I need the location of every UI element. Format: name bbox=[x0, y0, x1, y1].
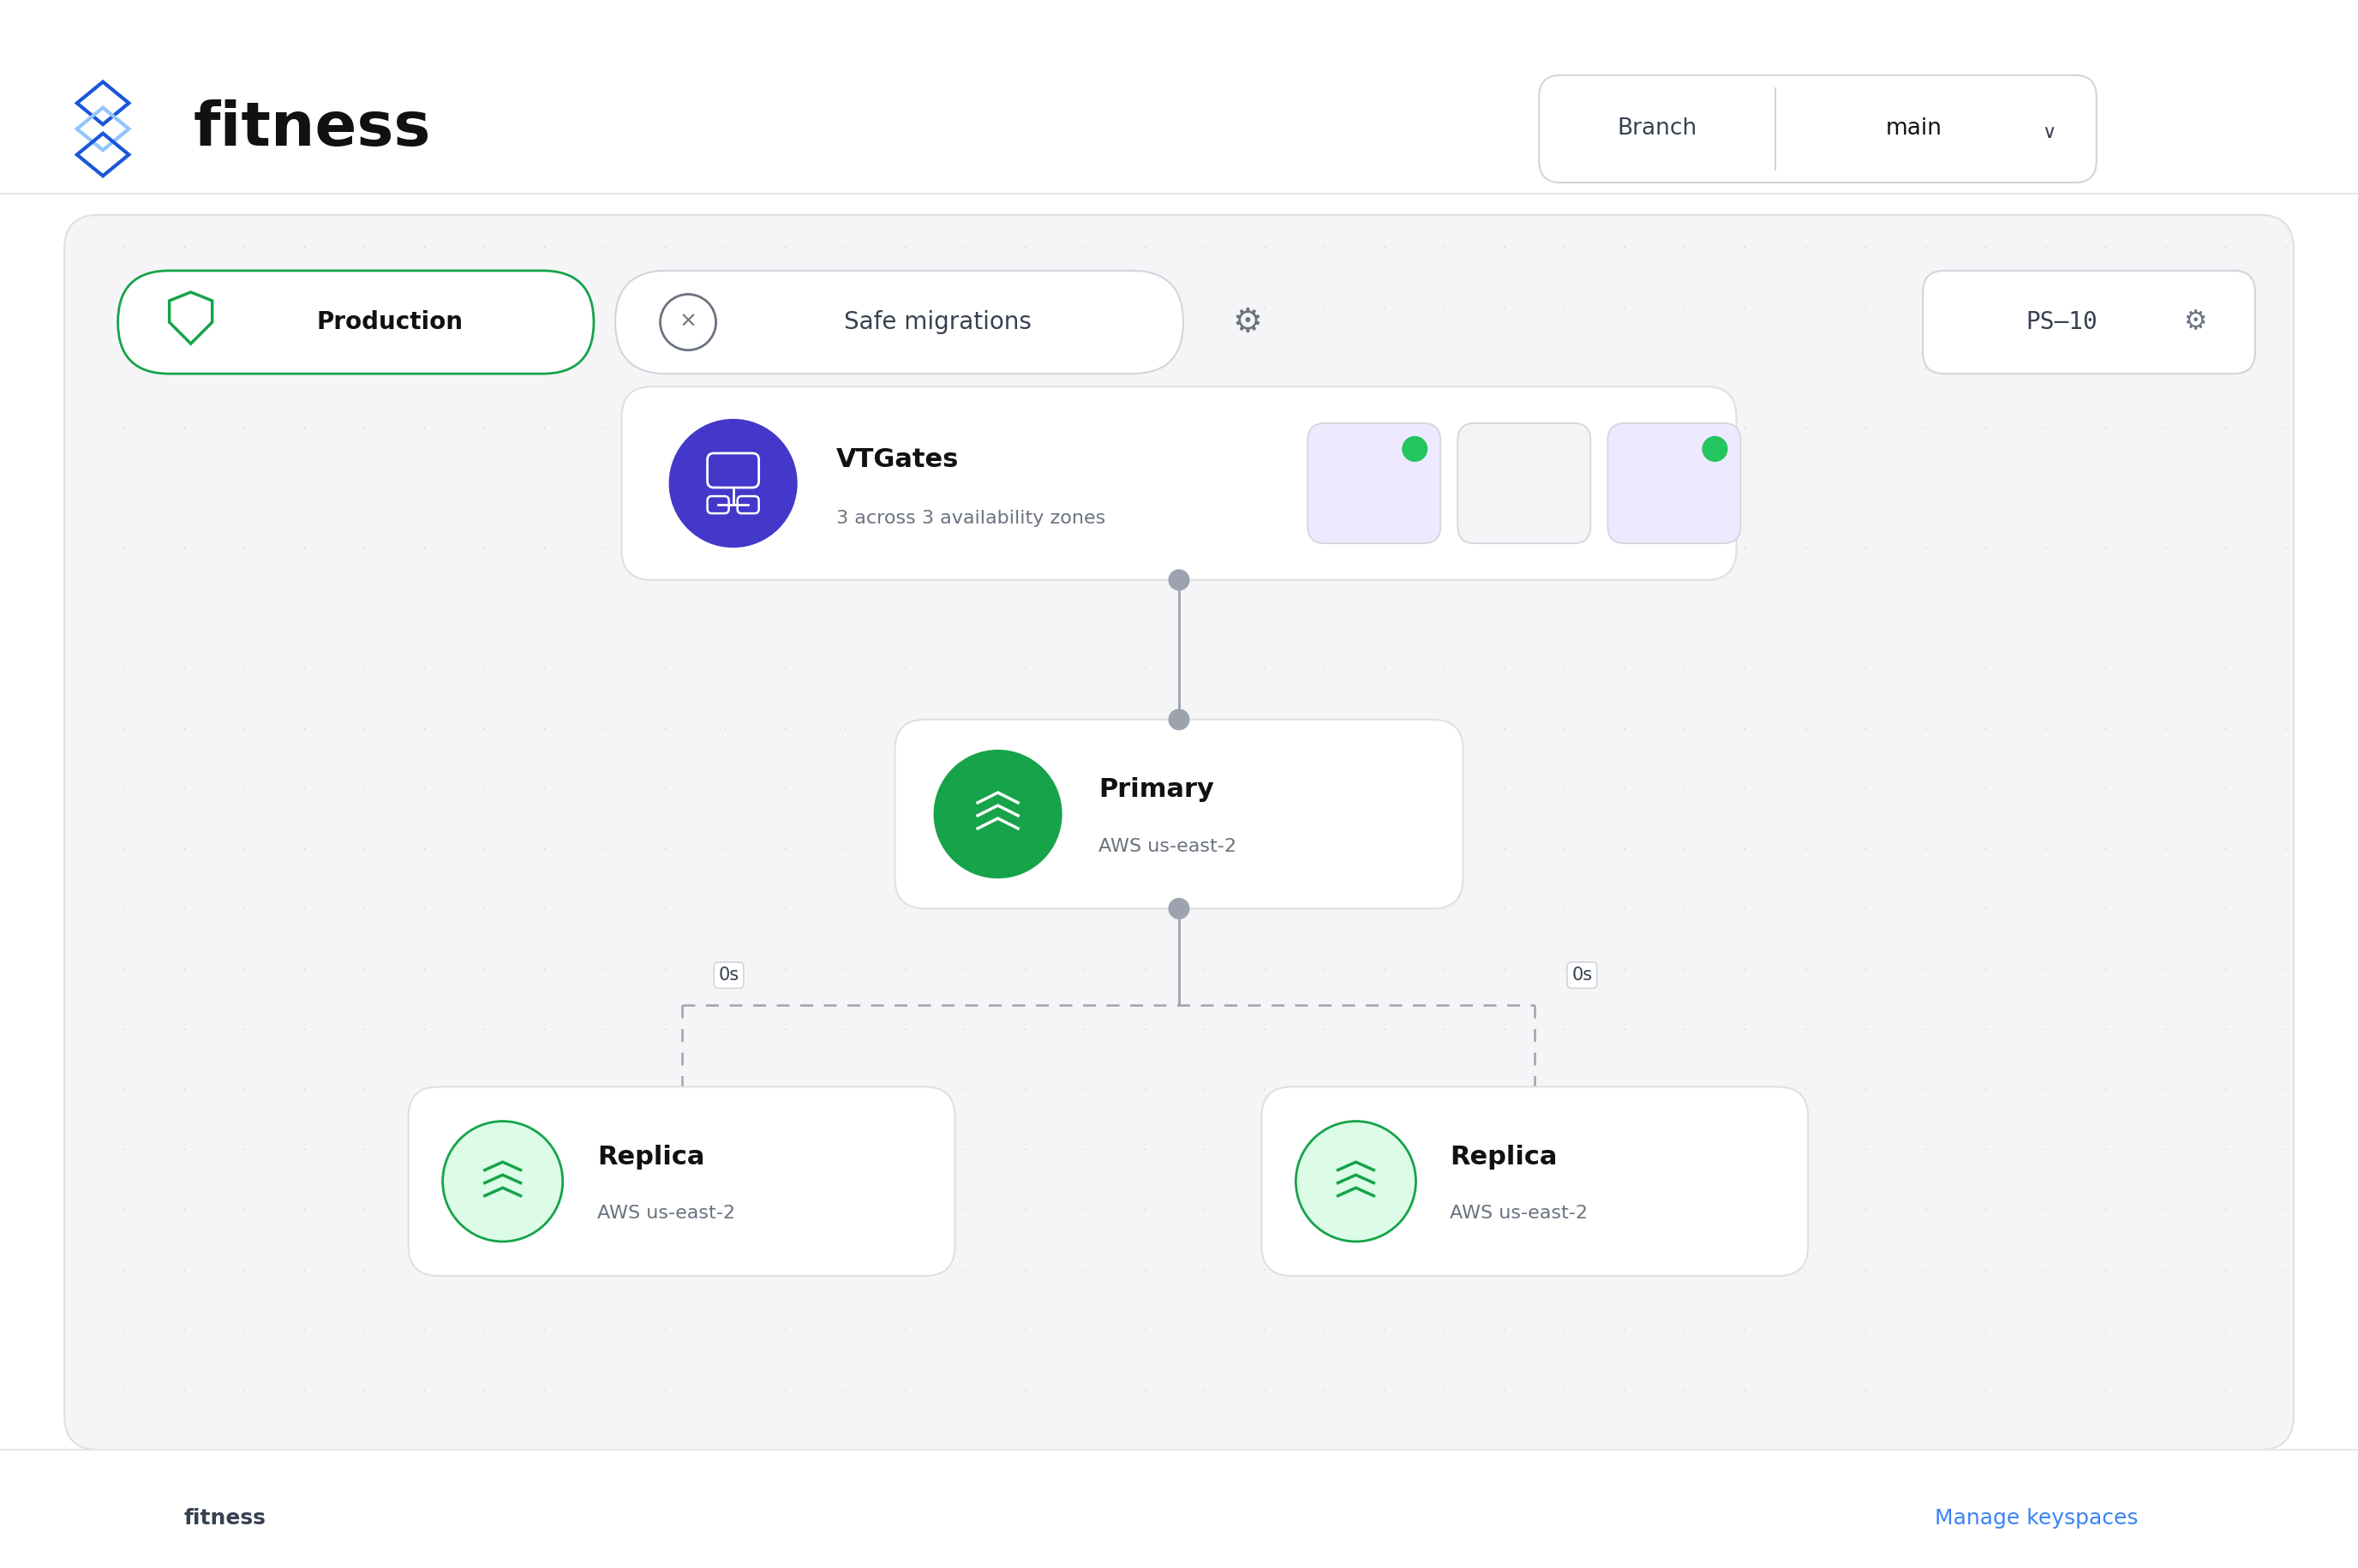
Text: AWS us-east-2: AWS us-east-2 bbox=[1099, 837, 1236, 855]
Text: Branch: Branch bbox=[1618, 118, 1698, 140]
Text: ⚙: ⚙ bbox=[1233, 306, 1262, 339]
Text: 0s: 0s bbox=[719, 966, 738, 983]
Circle shape bbox=[1403, 436, 1427, 463]
Circle shape bbox=[934, 750, 1061, 878]
Circle shape bbox=[1167, 569, 1191, 591]
Text: fitness: fitness bbox=[193, 99, 432, 158]
Circle shape bbox=[1297, 1121, 1415, 1242]
Text: Replica: Replica bbox=[597, 1145, 705, 1170]
Text: main: main bbox=[1886, 118, 1943, 140]
Text: 0s: 0s bbox=[1573, 966, 1592, 983]
Text: Manage keyspaces: Manage keyspaces bbox=[1934, 1508, 2139, 1529]
FancyBboxPatch shape bbox=[64, 215, 2294, 1450]
Text: VTGates: VTGates bbox=[837, 448, 960, 472]
Circle shape bbox=[670, 419, 797, 547]
FancyBboxPatch shape bbox=[1608, 423, 1740, 544]
Text: Primary: Primary bbox=[1099, 778, 1214, 801]
FancyBboxPatch shape bbox=[1262, 1087, 1809, 1276]
Circle shape bbox=[1167, 709, 1191, 731]
FancyBboxPatch shape bbox=[64, 1450, 2294, 1568]
Text: Safe migrations: Safe migrations bbox=[844, 310, 1030, 334]
Text: Replica: Replica bbox=[1450, 1145, 1559, 1170]
Circle shape bbox=[1167, 898, 1191, 919]
Text: ∨: ∨ bbox=[2042, 124, 2056, 141]
FancyBboxPatch shape bbox=[615, 271, 1184, 373]
Text: Production: Production bbox=[316, 310, 465, 334]
FancyBboxPatch shape bbox=[1457, 423, 1592, 544]
Text: PS–10: PS–10 bbox=[2026, 310, 2099, 334]
Text: 3 across 3 availability zones: 3 across 3 availability zones bbox=[837, 510, 1106, 527]
Text: AWS us-east-2: AWS us-east-2 bbox=[1450, 1204, 1589, 1221]
Circle shape bbox=[443, 1121, 564, 1242]
Text: ⚙: ⚙ bbox=[2184, 310, 2207, 334]
Text: fitness: fitness bbox=[184, 1508, 266, 1529]
FancyBboxPatch shape bbox=[118, 271, 594, 373]
FancyBboxPatch shape bbox=[1540, 75, 2096, 182]
Circle shape bbox=[1702, 436, 1728, 463]
FancyBboxPatch shape bbox=[896, 720, 1462, 908]
Text: ×: × bbox=[679, 310, 698, 331]
FancyBboxPatch shape bbox=[1309, 423, 1441, 544]
Text: AWS us-east-2: AWS us-east-2 bbox=[597, 1204, 736, 1221]
FancyBboxPatch shape bbox=[408, 1087, 955, 1276]
FancyBboxPatch shape bbox=[1922, 271, 2254, 373]
FancyBboxPatch shape bbox=[623, 387, 1735, 580]
